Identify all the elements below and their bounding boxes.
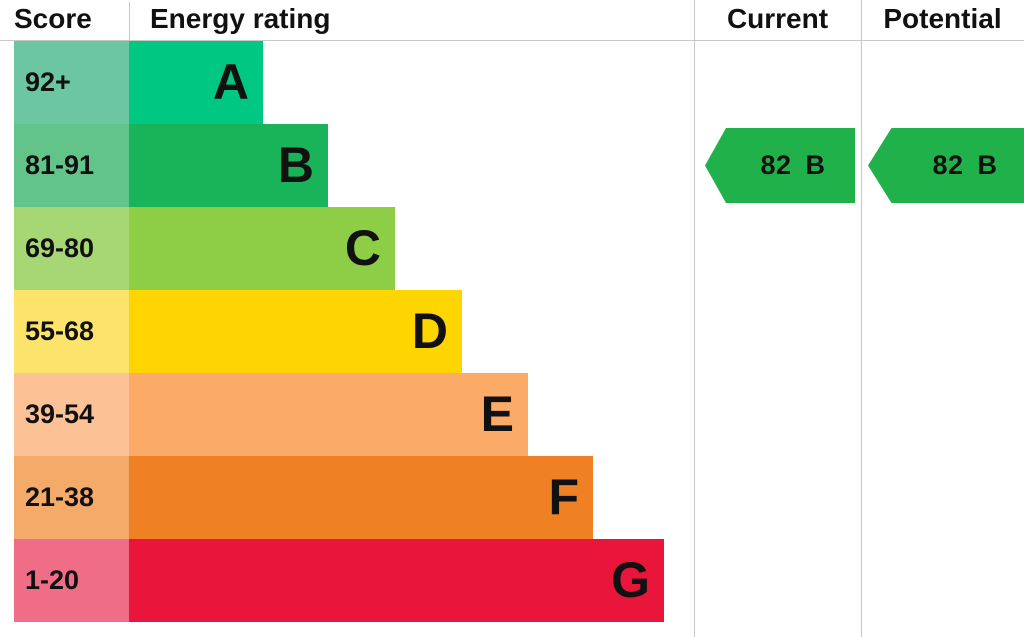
band-row-a: 92+ A (0, 41, 694, 124)
score-range-d: 55-68 (14, 290, 129, 373)
current-badge-score: 82 (760, 150, 792, 180)
current-badge-band: B (805, 150, 826, 180)
header-underline (0, 40, 1024, 41)
band-row-g: 1-20 G (0, 539, 694, 622)
score-range-c: 69-80 (14, 207, 129, 290)
current-rating-badge: 82 B (705, 128, 855, 203)
band-letter-a: A (212, 54, 249, 110)
band-row-f: 21-38 F (0, 456, 694, 539)
band-row-c: 69-80 C (0, 207, 694, 290)
score-range-g: 1-20 (14, 539, 129, 622)
band-letter-b: B (277, 137, 314, 193)
band-letter-g: G (611, 552, 650, 608)
current-badge-label: 82 B (734, 150, 825, 181)
rating-bar-g: G (129, 539, 664, 622)
score-range-e: 39-54 (14, 373, 129, 456)
column-header-energy-rating: Energy rating (150, 3, 331, 34)
band-letter-c: C (344, 220, 381, 276)
column-header-potential: Potential (883, 3, 1002, 34)
band-row-d: 55-68 D (0, 290, 694, 373)
potential-badge-band: B (977, 150, 998, 180)
potential-rating-badge: 82 B (868, 128, 1024, 203)
rating-bar-a: A (129, 41, 263, 124)
rating-bar-f: F (129, 456, 593, 539)
divider-potential-column (861, 0, 862, 637)
column-header-score: Score (14, 3, 92, 34)
band-letter-f: F (548, 469, 579, 525)
band-row-b: 81-91 B (0, 124, 694, 207)
potential-badge-label: 82 B (906, 150, 997, 181)
band-letter-d: D (411, 303, 448, 359)
divider-current-column (694, 0, 695, 637)
rating-bar-c: C (129, 207, 395, 290)
rating-bar-e: E (129, 373, 528, 456)
rating-bar-d: D (129, 290, 462, 373)
band-letter-e: E (480, 386, 514, 442)
rating-bar-b: B (129, 124, 328, 207)
column-header-current: Current (726, 3, 829, 34)
header-separator-score (129, 2, 130, 40)
potential-badge-score: 82 (932, 150, 964, 180)
score-range-b: 81-91 (14, 124, 129, 207)
score-range-a: 92+ (14, 41, 129, 124)
score-range-f: 21-38 (14, 456, 129, 539)
band-row-e: 39-54 E (0, 373, 694, 456)
chart-header: Score Energy rating Current Potential (0, 0, 1024, 41)
